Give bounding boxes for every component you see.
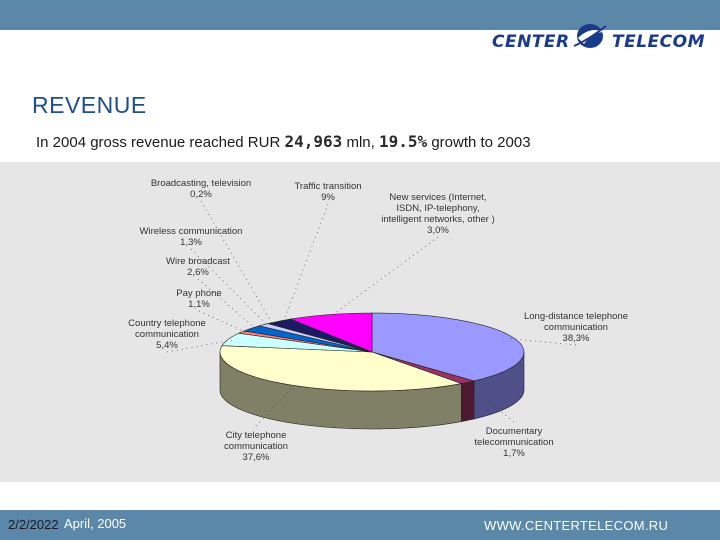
pie-label-9-line-3: 3,0%: [427, 225, 449, 236]
pie-label-1-line-1: telecommunication: [474, 437, 553, 448]
revenue-amount: 24,963: [284, 132, 343, 151]
swoosh-logo-icon: [573, 24, 607, 48]
pie-label-2-line-1: communication: [224, 441, 288, 452]
leader-line-4: [198, 310, 247, 334]
pie-label-6-line-0: Wireless communication: [140, 226, 243, 237]
footer-url[interactable]: WWW.CENTERTELECOM.RU: [484, 518, 669, 533]
logo-right-text: TELECOM: [612, 32, 705, 52]
pie-label-2-line-0: City telephone: [226, 430, 287, 441]
logo-left-text: CENTER: [492, 32, 570, 52]
leader-line-9: [331, 236, 439, 317]
leader-line-6: [190, 248, 269, 327]
pie-label-5-line-0: Wire broadcast: [166, 256, 230, 267]
leader-line-8: [282, 203, 329, 323]
pie-label-0-line-2: 38,3%: [563, 333, 590, 344]
pie-label-3-line-0: Country telephone: [128, 318, 206, 329]
page-subtitle: In 2004 gross revenue reached RUR 24,963…: [36, 132, 531, 151]
pie-label-6-line-1: 1,3%: [180, 237, 202, 248]
leader-line-1: [463, 380, 515, 423]
pie-label-4-line-1: 1,1%: [188, 299, 210, 310]
pie-label-9-line-2: intelligent networks, other ): [381, 214, 495, 225]
pie-slice-2: [219, 345, 463, 392]
pie-slice-0: [371, 312, 525, 382]
pie-label-7-line-0: Broadcasting, television: [151, 178, 251, 189]
pie-label-4-line-0: Pay phone: [176, 288, 221, 299]
pie-label-9-line-1: ISDN, IP-telephony,: [396, 203, 479, 214]
pie-side-1: [461, 380, 475, 422]
pie-label-0-line-0: Long-distance telephone: [524, 311, 628, 322]
pie-label-1-line-0: Documentary: [486, 426, 543, 437]
subtitle-middle: mln,: [346, 134, 375, 151]
pie-label-3-line-2: 5,4%: [156, 340, 178, 351]
pie-label-1-line-2: 1,7%: [503, 448, 525, 459]
pie-label-8-line-1: 9%: [321, 192, 335, 203]
subtitle-prefix: In 2004 gross revenue reached RUR: [36, 134, 281, 151]
pie-label-0-line-1: communication: [544, 322, 608, 333]
revenue-pie-chart: Long-distance telephonecommunication38,3…: [128, 178, 628, 463]
subtitle-suffix: growth to 2003: [431, 134, 531, 151]
pie-slice-9: [289, 312, 373, 353]
header-bar: [0, 0, 720, 30]
footer-bar: [0, 510, 720, 540]
growth-percent: 19.5%: [378, 132, 428, 151]
pie-label-9-line-0: New services (Internet,: [389, 192, 486, 203]
pie-label-8-line-0: Traffic transition: [294, 181, 361, 192]
pie-label-7-line-1: 0,2%: [190, 189, 212, 200]
footer-month: April, 2005: [64, 516, 127, 531]
footer-date: 2/2/2022: [8, 517, 59, 532]
pie-labels: Long-distance telephonecommunication38,3…: [128, 178, 628, 463]
pie-label-5-line-1: 2,6%: [187, 267, 209, 278]
pie-label-3-line-1: communication: [135, 329, 199, 340]
page-title: REVENUE: [32, 92, 147, 118]
company-logo: CENTER TELECOM: [490, 22, 712, 52]
pie-label-2-line-2: 37,6%: [243, 452, 270, 463]
